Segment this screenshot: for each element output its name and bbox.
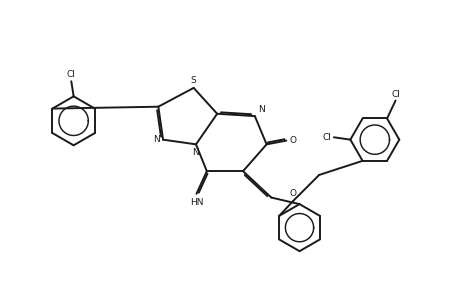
Text: Cl: Cl bbox=[323, 133, 331, 142]
Text: O: O bbox=[290, 136, 296, 145]
Text: N: N bbox=[193, 148, 199, 157]
Text: N: N bbox=[153, 135, 160, 144]
Text: Cl: Cl bbox=[67, 70, 76, 80]
Text: S: S bbox=[191, 76, 196, 85]
Text: N: N bbox=[258, 105, 265, 114]
Text: HN: HN bbox=[190, 198, 203, 206]
Text: Cl: Cl bbox=[391, 90, 400, 99]
Text: O: O bbox=[290, 189, 297, 199]
